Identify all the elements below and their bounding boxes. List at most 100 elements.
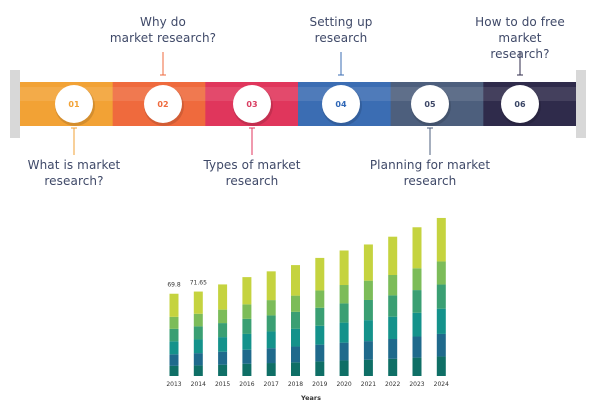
bar-segment-2013-s6 (169, 293, 179, 317)
bar-segment-2017-s6 (266, 271, 276, 301)
x-tick-label-2024: 2024 (434, 381, 449, 388)
x-tick-label-2023: 2023 (409, 381, 424, 388)
bar-segment-2020-s3 (339, 322, 349, 343)
x-tick-label-2015: 2015 (215, 381, 230, 388)
step-circle-05 (411, 85, 449, 123)
step-circle-01 (55, 85, 93, 123)
bar-segment-2023-s4 (412, 290, 422, 313)
bar-segment-2018-s2 (291, 346, 300, 363)
bar-segment-2024-s1 (436, 356, 446, 376)
bar-segment-2015-s1 (218, 364, 228, 376)
bar-segment-2023-s3 (412, 312, 422, 337)
step-number-04: 04 (335, 100, 347, 109)
bar-segment-2018-s3 (291, 328, 300, 347)
bar-segment-2018-s4 (291, 311, 300, 329)
bar-segment-2024-s6 (436, 217, 446, 262)
bar-segment-2024-s2 (436, 333, 446, 357)
x-tick-label-2020: 2020 (336, 381, 351, 388)
x-tick-label-2019: 2019 (312, 381, 327, 388)
bar-segment-2017-s4 (266, 315, 276, 332)
bar-segment-2014-s1 (193, 365, 203, 376)
step-label-04: Setting up research (309, 15, 373, 45)
bar-segment-2015-s6 (218, 284, 228, 310)
bar-segment-2013-s4 (169, 328, 179, 342)
step-number-03: 03 (246, 100, 257, 109)
bar-segment-2017-s1 (266, 363, 276, 376)
bar-segment-2014-s5 (193, 313, 203, 327)
bar-segment-2024-s5 (436, 261, 446, 285)
x-tick-label-2017: 2017 (264, 381, 279, 388)
bar-segment-2020-s6 (339, 250, 349, 286)
bar-segment-2021-s2 (363, 341, 373, 360)
bar-segment-2018-s6 (291, 265, 300, 296)
bar-segment-2022-s1 (388, 358, 398, 376)
bar-segment-2019-s5 (315, 290, 325, 308)
bar-segment-2013-s2 (169, 354, 179, 366)
step-number-01: 01 (68, 100, 80, 109)
bar-segment-2016-s1 (242, 363, 252, 376)
bar-segment-2018-s1 (291, 362, 300, 376)
bar-segment-2014-s6 (193, 291, 203, 314)
bar-segment-2016-s4 (242, 318, 252, 334)
step-circle-04 (322, 85, 360, 123)
bar-segment-2021-s1 (363, 359, 373, 376)
bar-segment-2022-s4 (388, 295, 398, 317)
bar-segment-2015-s4 (218, 323, 228, 338)
bar-segment-2019-s1 (315, 361, 325, 376)
step-number-05: 05 (424, 100, 436, 109)
step-label-05: Planning for market research (369, 158, 491, 188)
bar-segment-2021-s3 (363, 320, 373, 342)
step-circle-06 (501, 85, 539, 123)
data-label-2013: 69.8 (167, 282, 181, 289)
bar-segment-2013-s1 (169, 365, 179, 376)
bar-segment-2015-s2 (218, 351, 228, 365)
bar-segment-2023-s2 (412, 336, 422, 358)
x-tick-label-2014: 2014 (191, 381, 206, 388)
bar-segment-2020-s2 (339, 342, 349, 361)
bar-segment-2014-s3 (193, 339, 203, 354)
bar-segment-2019-s4 (315, 307, 325, 326)
band-left-cap (10, 70, 20, 138)
bar-segment-2017-s2 (266, 348, 276, 364)
band-right-cap (576, 70, 586, 138)
bar-segment-2013-s5 (169, 316, 179, 329)
x-tick-label-2021: 2021 (361, 381, 376, 388)
step-label-03: Types of market research (203, 158, 301, 188)
bar-segment-2021-s6 (363, 244, 373, 281)
step-circle-03 (233, 85, 271, 123)
bar-segment-2023-s1 (412, 357, 422, 376)
x-tick-label-2013: 2013 (166, 381, 181, 388)
data-label-2014: 71.65 (190, 280, 207, 287)
bar-segment-2013-s3 (169, 341, 179, 355)
step-number-06: 06 (514, 100, 526, 109)
bar-segment-2016-s2 (242, 349, 252, 364)
bar-segment-2016-s3 (242, 333, 252, 350)
bar-segment-2014-s4 (193, 326, 203, 340)
bar-segment-2018-s5 (291, 295, 300, 312)
bar-segment-2024-s4 (436, 284, 446, 309)
step-number-02: 02 (157, 100, 168, 109)
step-label-06: How to do free market research? (475, 15, 565, 61)
bar-segment-2016-s5 (242, 304, 252, 319)
bar-segment-2022-s5 (388, 274, 398, 296)
step-circle-02 (144, 85, 182, 123)
bar-segment-2021-s4 (363, 299, 373, 321)
research-process-band: 01 02 03 04 05 06 (10, 52, 586, 155)
bar-segment-2019-s6 (315, 257, 325, 291)
bar-segment-2017-s3 (266, 331, 276, 349)
x-axis-title: Years (300, 394, 321, 402)
bar-segment-2014-s2 (193, 353, 203, 366)
x-tick-label-2022: 2022 (385, 381, 400, 388)
bar-segment-2022-s2 (388, 338, 398, 359)
x-tick-label-2016: 2016 (239, 381, 254, 388)
step-label-01: What is market research? (27, 158, 121, 188)
x-tick-label-2018: 2018 (288, 381, 303, 388)
bar-segment-2022-s6 (388, 236, 398, 275)
bar-segment-2020-s5 (339, 285, 349, 304)
bar-segment-2017-s5 (266, 300, 276, 316)
bar-segment-2023-s5 (412, 268, 422, 291)
bar-segment-2020-s4 (339, 303, 349, 323)
bar-segment-2016-s6 (242, 277, 252, 305)
